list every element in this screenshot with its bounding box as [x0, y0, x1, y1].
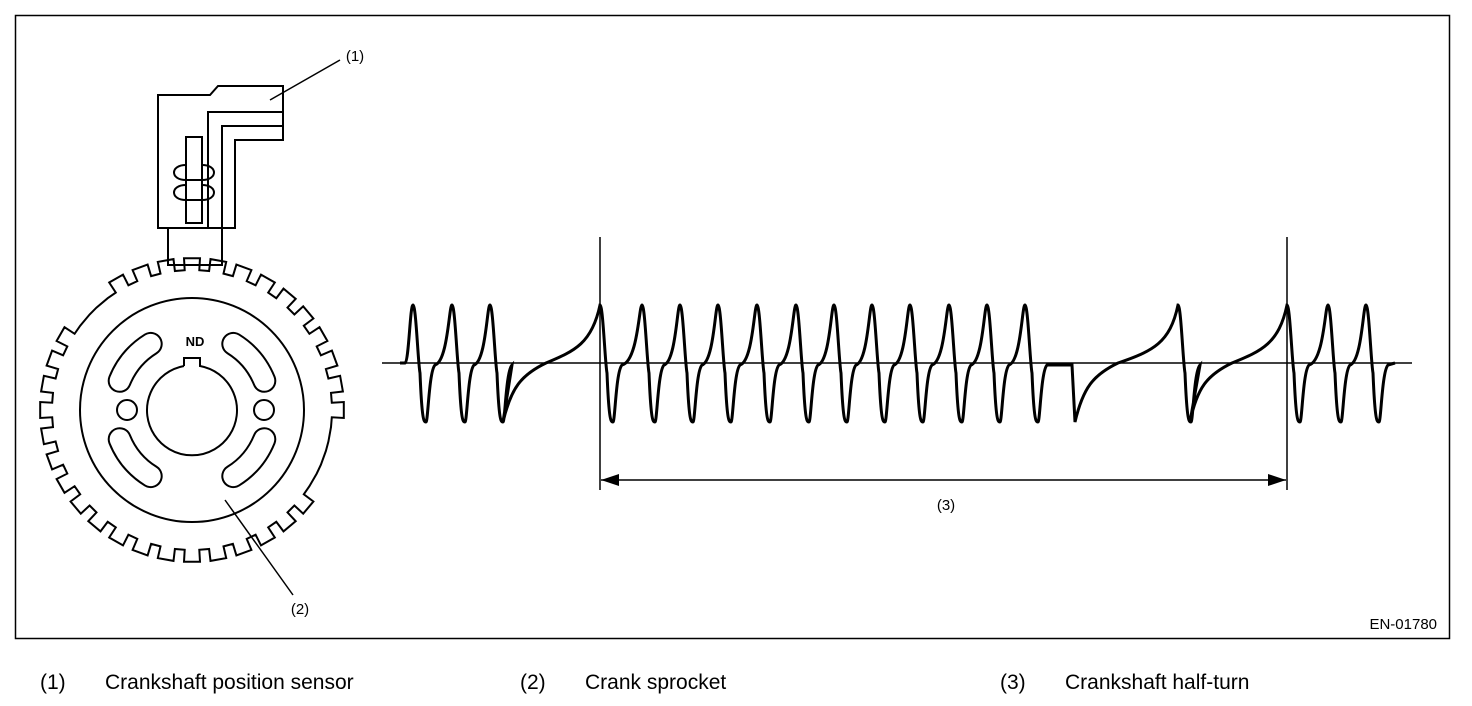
hole: [116, 399, 138, 421]
figure-frame: [14, 14, 1451, 640]
legend-number: (1): [40, 671, 66, 694]
sensor: [157, 85, 284, 266]
slot: [223, 429, 275, 487]
figure-id: EN-01780: [1369, 616, 1437, 633]
legend-number: (2): [520, 671, 546, 694]
legend-label: Crankshaft position sensor: [105, 671, 354, 694]
sprocket-teeth: [39, 257, 345, 563]
hub: [146, 357, 238, 457]
slot: [109, 429, 161, 487]
sprocket-mark: ND: [186, 334, 205, 349]
legend-number: (3): [1000, 671, 1026, 694]
diagram: [39, 59, 1412, 596]
sprocket-rim: [79, 297, 305, 523]
leader-line: [269, 59, 341, 101]
hole: [253, 399, 275, 421]
callout: (2): [291, 601, 309, 618]
slot: [223, 333, 275, 391]
sprocket: [39, 257, 345, 563]
waveform: [400, 303, 1396, 424]
legend-label: Crank sprocket: [585, 671, 726, 694]
slot: [109, 333, 161, 391]
leader-line: [224, 499, 294, 596]
legend-label: Crankshaft half-turn: [1065, 671, 1249, 694]
callout: (3): [937, 497, 955, 514]
callout: (1): [346, 48, 364, 65]
